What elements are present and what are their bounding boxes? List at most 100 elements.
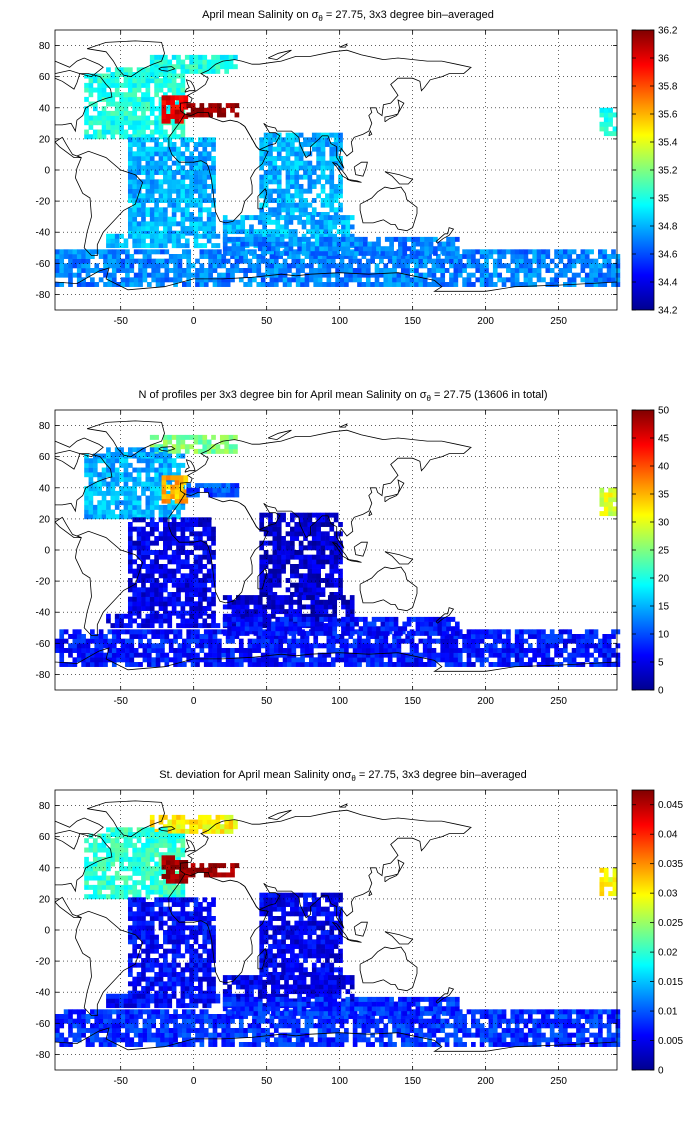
y-tick-label: 0	[44, 166, 50, 177]
heatmap-bin	[392, 634, 397, 639]
heatmap-bin	[259, 592, 265, 597]
heatmap-bin	[145, 193, 151, 199]
heatmap-bin	[217, 112, 222, 118]
heatmap-bin	[272, 559, 278, 565]
heatmap-bin	[106, 613, 111, 619]
heatmap-bin	[97, 73, 103, 79]
heatmap-bin	[323, 630, 329, 636]
heatmap-bin	[383, 272, 389, 278]
y-tick-label: 60	[39, 72, 51, 83]
heatmap-bin	[133, 258, 139, 264]
heatmap-bin	[141, 124, 146, 130]
heatmap-bin	[316, 578, 321, 583]
heatmap-bin	[132, 179, 138, 185]
heatmap-bin	[59, 268, 65, 273]
heatmap-bin	[275, 246, 281, 252]
heatmap-bin	[263, 179, 269, 185]
heatmap-bin	[183, 489, 189, 495]
heatmap-bin	[329, 151, 335, 157]
heatmap-bin	[327, 224, 333, 230]
heatmap-bin	[127, 462, 133, 468]
heatmap-bin	[279, 229, 285, 235]
heatmap-bin	[311, 512, 317, 518]
heatmap-bin	[558, 638, 564, 644]
heatmap-bin	[514, 272, 520, 278]
heatmap-bin	[222, 250, 228, 256]
heatmap-bin	[290, 160, 295, 166]
heatmap-bin	[132, 156, 138, 161]
heatmap-bin	[106, 875, 111, 881]
heatmap-bin	[127, 96, 133, 102]
heatmap-bin	[127, 601, 133, 607]
heatmap-bin	[287, 638, 292, 644]
heatmap-bin	[238, 657, 244, 663]
heatmap-bin	[222, 229, 228, 235]
heatmap-bin	[325, 142, 330, 147]
heatmap-bin	[163, 160, 168, 166]
heatmap-bin	[549, 629, 555, 635]
heatmap-bin	[198, 179, 203, 185]
heatmap-bin	[145, 467, 151, 473]
heatmap-bin	[249, 613, 254, 619]
heatmap-bin	[114, 495, 120, 501]
heatmap-bin	[602, 662, 608, 667]
heatmap-bin	[59, 638, 65, 644]
heatmap-bin	[323, 219, 329, 225]
heatmap-bin	[558, 272, 564, 278]
heatmap-bin	[249, 241, 254, 247]
coastline	[368, 510, 373, 517]
heatmap-bin	[114, 514, 120, 520]
heatmap-bin	[173, 629, 178, 635]
heatmap-bin	[92, 467, 98, 473]
heatmap-bin	[132, 184, 138, 189]
heatmap-bin	[290, 202, 295, 208]
heatmap-bin	[149, 146, 155, 152]
heatmap-bin	[300, 282, 305, 287]
heatmap-bin	[167, 828, 173, 834]
heatmap-bin	[180, 819, 186, 825]
heatmap-bin	[453, 258, 459, 264]
heatmap-bin	[97, 514, 103, 520]
heatmap-bin	[307, 165, 313, 171]
heatmap-bin	[123, 880, 129, 886]
heatmap-bin	[167, 467, 173, 473]
heatmap-bin	[101, 82, 107, 88]
heatmap-bin	[514, 268, 520, 273]
heatmap-bin	[322, 643, 327, 649]
heatmap-bin	[110, 495, 116, 501]
heatmap-bin	[110, 78, 116, 84]
heatmap-bin	[164, 662, 170, 667]
heatmap-bin	[419, 626, 425, 632]
heatmap-bin	[190, 103, 196, 109]
heatmap-bin	[222, 215, 228, 221]
heatmap-bin	[163, 233, 168, 239]
heatmap-bin	[180, 87, 186, 93]
heatmap-bin	[149, 129, 155, 135]
heatmap-bin	[193, 156, 199, 161]
heatmap-bin	[329, 193, 335, 199]
heatmap-bin	[198, 202, 203, 208]
heatmap-bin	[370, 643, 375, 649]
heatmap-bin	[311, 184, 317, 189]
heatmap-bin	[268, 188, 273, 194]
heatmap-bin	[158, 623, 164, 629]
heatmap-bin	[171, 243, 177, 249]
heatmap-bin	[90, 277, 95, 283]
heatmap-bin	[615, 629, 621, 635]
heatmap-bin	[132, 540, 138, 546]
heatmap-bin	[132, 202, 138, 208]
heatmap-bin	[84, 110, 89, 116]
heatmap-bin	[76, 282, 82, 287]
heatmap-bin	[307, 522, 313, 527]
heatmap-bin	[133, 249, 139, 255]
heatmap-bin	[249, 233, 254, 239]
heatmap-bin	[173, 268, 178, 273]
heatmap-bin	[290, 174, 295, 180]
heatmap-bin	[195, 282, 200, 287]
heatmap-bin	[171, 78, 177, 84]
heatmap-bin	[303, 559, 308, 565]
heatmap-bin	[141, 481, 146, 487]
heatmap-bin	[260, 272, 266, 278]
heatmap-bin	[110, 92, 116, 98]
heatmap-bin	[123, 472, 129, 478]
